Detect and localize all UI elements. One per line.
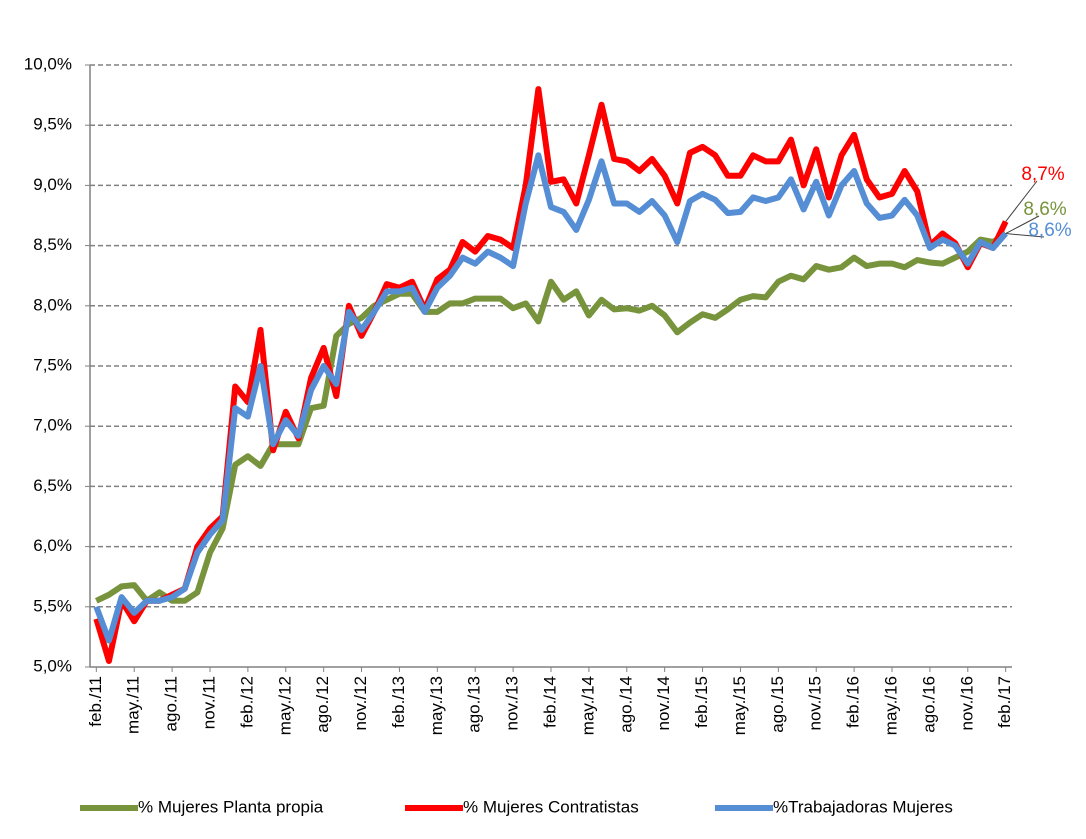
x-tick-label: ago./11 <box>162 676 181 731</box>
x-tick-label: nov./14 <box>654 676 673 731</box>
x-tick-label: nov./16 <box>957 676 976 731</box>
x-tick-label: ago./12 <box>313 676 332 733</box>
x-tick-label: may./16 <box>881 676 900 735</box>
x-tick-label: may./14 <box>578 676 597 735</box>
x-tick-label: ago./14 <box>616 676 635 733</box>
x-tick-label: may./15 <box>730 676 749 735</box>
leader-line <box>1005 215 1040 235</box>
x-tick-label: feb./11 <box>86 676 105 727</box>
y-tick-label: 9,5% <box>33 115 72 134</box>
series-line <box>93 86 1009 664</box>
x-tick-label: nov./13 <box>503 676 522 731</box>
series-line <box>95 231 1008 604</box>
leader-line <box>1005 233 1045 238</box>
y-tick-label: 5,0% <box>33 656 72 675</box>
y-tick-label: 9,0% <box>33 175 72 194</box>
x-tick-label: may./11 <box>124 676 143 734</box>
x-tick-label: feb./12 <box>237 676 256 728</box>
y-tick-label: 5,5% <box>33 596 72 615</box>
x-tick-label: feb./13 <box>389 676 408 728</box>
legend-label: % Mujeres Planta propia <box>138 797 324 816</box>
data-label: 8,6% <box>1023 199 1066 220</box>
y-tick-label: 7,5% <box>33 355 72 374</box>
x-tick-label: ago./16 <box>919 676 938 733</box>
x-tick-label: feb./15 <box>692 676 711 728</box>
y-tick-label: 7,0% <box>33 416 72 435</box>
y-tick-label: 6,0% <box>33 536 72 555</box>
x-tick-label: feb./17 <box>995 676 1014 728</box>
y-tick-label: 10,0% <box>24 54 72 73</box>
x-tick-label: ago./15 <box>768 676 787 733</box>
y-tick-label: 6,5% <box>33 476 72 495</box>
legend-label: % Mujeres Contratistas <box>463 797 639 816</box>
y-tick-label: 8,5% <box>33 235 72 254</box>
x-tick-label: feb./16 <box>844 676 863 728</box>
legend-label: %Trabajadoras Mujeres <box>773 797 953 816</box>
series-line <box>93 152 1008 644</box>
leader-line <box>1005 180 1038 222</box>
data-label: 8,6% <box>1028 220 1071 241</box>
x-tick-label: nov./12 <box>351 676 370 731</box>
x-tick-label: ago./13 <box>465 676 484 733</box>
x-tick-label: nov./15 <box>806 676 825 731</box>
x-tick-label: may./13 <box>427 676 446 735</box>
x-tick-label: feb./14 <box>540 676 559 728</box>
y-tick-label: 8,0% <box>33 295 72 314</box>
data-label: 8,7% <box>1021 164 1064 185</box>
x-tick-label: may./12 <box>275 676 294 735</box>
x-tick-label: nov./11 <box>199 676 218 729</box>
